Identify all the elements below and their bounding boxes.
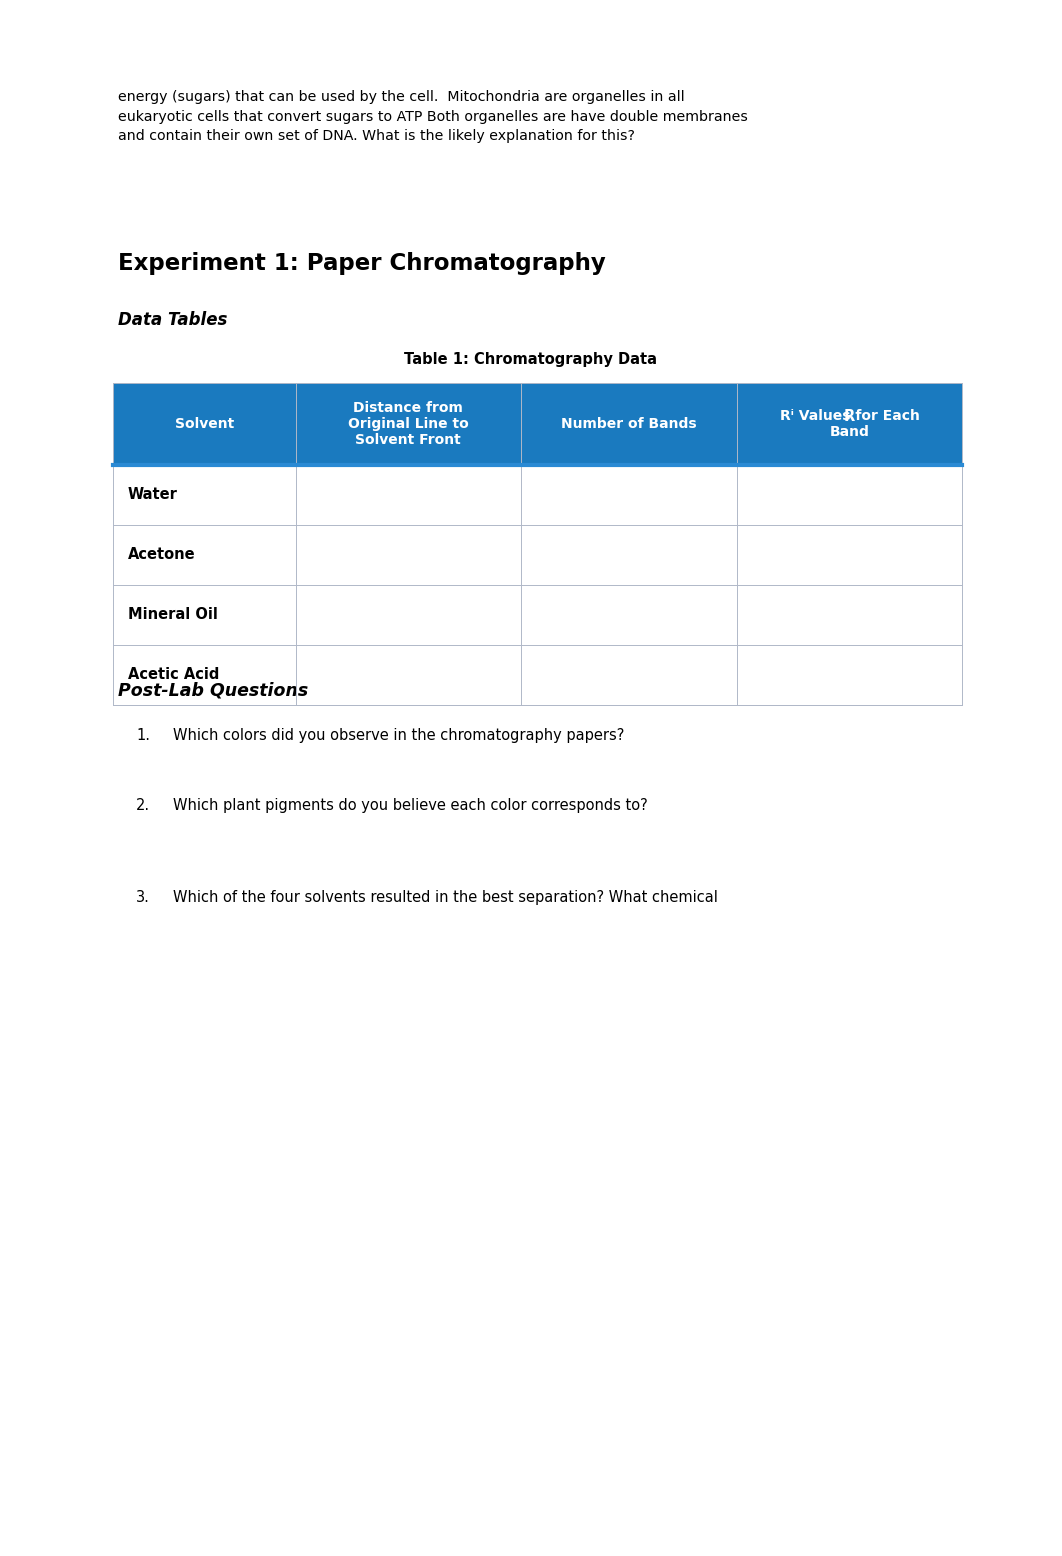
Text: Rⁱ Values for Each
Band: Rⁱ Values for Each Band <box>780 409 920 439</box>
Text: 2.: 2. <box>136 798 150 814</box>
Text: 3.: 3. <box>136 890 150 906</box>
Bar <box>113 383 962 465</box>
Bar <box>737 644 962 705</box>
Bar <box>113 465 295 524</box>
Text: Solvent: Solvent <box>174 417 234 431</box>
Text: Number of Bands: Number of Bands <box>561 417 697 431</box>
Text: Distance from
Original Line to
Solvent Front: Distance from Original Line to Solvent F… <box>347 400 468 447</box>
Bar <box>737 524 962 585</box>
Text: Mineral Oil: Mineral Oil <box>129 607 218 622</box>
Bar <box>295 585 520 644</box>
Text: Water: Water <box>129 487 177 503</box>
Bar <box>113 644 295 705</box>
Text: and contain their own set of DNA. What is the likely explanation for this?: and contain their own set of DNA. What i… <box>118 129 635 143</box>
Text: 1.: 1. <box>136 728 150 744</box>
Text: Which plant pigments do you believe each color corresponds to?: Which plant pigments do you believe each… <box>173 798 648 814</box>
Text: R: R <box>844 409 855 425</box>
Bar <box>295 644 520 705</box>
Text: Data Tables: Data Tables <box>118 311 227 330</box>
Bar <box>737 585 962 644</box>
Bar <box>520 524 737 585</box>
Bar <box>520 465 737 524</box>
Text: Acetic Acid: Acetic Acid <box>129 668 220 682</box>
Text: Acetone: Acetone <box>129 548 195 562</box>
Text: Which of the four solvents resulted in the best separation? What chemical: Which of the four solvents resulted in t… <box>173 890 718 906</box>
Text: Post-Lab Questions: Post-Lab Questions <box>118 682 308 700</box>
Bar <box>295 524 520 585</box>
Bar <box>113 524 295 585</box>
Bar <box>737 465 962 524</box>
Text: Table 1: Chromatography Data: Table 1: Chromatography Data <box>405 352 657 367</box>
Text: eukaryotic cells that convert sugars to ATP Both organelles are have double memb: eukaryotic cells that convert sugars to … <box>118 110 748 124</box>
Bar <box>520 585 737 644</box>
Text: Experiment 1: Paper Chromatography: Experiment 1: Paper Chromatography <box>118 252 605 275</box>
Text: energy (sugars) that can be used by the cell.  Mitochondria are organelles in al: energy (sugars) that can be used by the … <box>118 90 685 104</box>
Bar <box>295 465 520 524</box>
Text: Which colors did you observe in the chromatography papers?: Which colors did you observe in the chro… <box>173 728 624 744</box>
Bar <box>520 644 737 705</box>
Bar <box>113 585 295 644</box>
